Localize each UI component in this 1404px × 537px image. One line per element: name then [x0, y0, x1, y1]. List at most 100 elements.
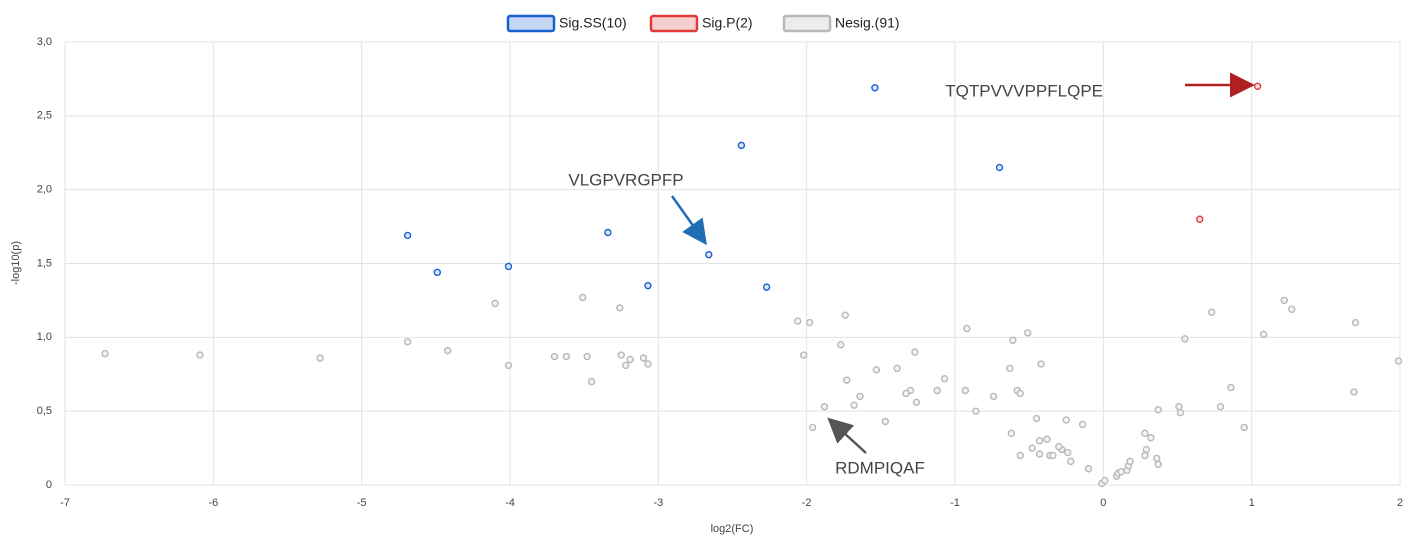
point: [1216, 403, 1225, 411]
point: [622, 361, 630, 370]
point: [444, 346, 452, 355]
point: [644, 360, 652, 368]
point: [805, 318, 814, 327]
point: [1196, 215, 1204, 223]
legend-label: Sig.P(2): [702, 15, 753, 31]
grid: [64, 41, 1401, 486]
point: [1227, 383, 1235, 392]
point: [989, 392, 998, 401]
point: [101, 349, 109, 358]
point: [550, 352, 559, 361]
point: [504, 361, 513, 370]
point: [940, 374, 949, 383]
point: [1032, 414, 1041, 423]
point: [762, 283, 771, 291]
x-tick-label: -2: [802, 497, 812, 509]
point: [617, 351, 625, 359]
point: [963, 324, 971, 333]
point: [843, 376, 851, 384]
y-axis-label: -log10(p): [10, 241, 22, 285]
point: [881, 417, 889, 426]
x-tick-label: -7: [60, 497, 70, 509]
point: [1176, 408, 1185, 417]
point: [1035, 437, 1044, 445]
point: [626, 355, 634, 364]
point: [1147, 434, 1155, 442]
point: [1084, 465, 1093, 473]
x-tick-label: 2: [1397, 497, 1403, 509]
point: [933, 386, 941, 395]
x-tick-label: 0: [1100, 497, 1106, 509]
x-axis-label: log2(FC): [711, 523, 754, 535]
point: [705, 250, 713, 259]
point: [1037, 360, 1045, 368]
point: [856, 392, 864, 401]
point: [196, 351, 204, 359]
point: [1154, 460, 1162, 469]
point: [1009, 336, 1017, 344]
annotation-arrow: [670, 195, 707, 246]
point: [1066, 457, 1075, 466]
point: [808, 423, 817, 432]
y-tick-label: 2,5: [37, 110, 52, 122]
x-tick-label: -5: [357, 497, 367, 509]
y-tick-label: 0: [46, 479, 52, 491]
point: [578, 293, 587, 302]
point: [1350, 388, 1358, 396]
point: [644, 281, 652, 290]
point: [1141, 429, 1149, 438]
point: [1028, 444, 1036, 452]
legend-label: Nesig.(91): [835, 15, 900, 31]
point: [562, 352, 571, 361]
point: [1078, 420, 1087, 429]
point: [902, 389, 910, 398]
point: [587, 377, 596, 386]
point: [1154, 405, 1162, 414]
point: [403, 231, 412, 240]
point: [961, 386, 970, 395]
point: [1394, 357, 1403, 365]
point: [1141, 451, 1149, 460]
point: [1055, 442, 1063, 451]
point: [794, 317, 802, 325]
point: [1006, 364, 1014, 373]
point: [639, 354, 648, 362]
point: [800, 351, 808, 359]
x-tick-label: -3: [653, 497, 663, 509]
point: [893, 364, 901, 373]
annotation: TQTPVVVPPFLQPE: [945, 81, 1103, 100]
point: [871, 84, 879, 92]
point: [1280, 296, 1289, 305]
point: [1049, 451, 1057, 460]
point: [491, 299, 499, 308]
legend-label: Sig.SS(10): [559, 15, 627, 31]
point: [1253, 82, 1262, 91]
point: [1043, 435, 1051, 443]
point: [850, 401, 858, 409]
point: [1101, 476, 1109, 485]
point: [616, 304, 624, 312]
point: [583, 352, 591, 361]
point: [912, 398, 921, 407]
point: [972, 407, 980, 415]
y-tick-label: 3,0: [37, 36, 52, 48]
point: [737, 141, 746, 150]
point: [872, 366, 881, 374]
point: [1288, 305, 1296, 313]
annotation: VLGPVRGPFP: [568, 170, 683, 189]
x-tick-label: -4: [505, 497, 515, 509]
point: [504, 262, 513, 271]
y-tick-label: 1,5: [37, 257, 52, 269]
point: [837, 341, 845, 349]
point: [1351, 318, 1360, 327]
point: [1142, 445, 1151, 454]
x-tick-label: 1: [1249, 497, 1255, 509]
point: [1259, 330, 1268, 339]
point: [995, 163, 1004, 172]
y-tick-label: 0,5: [37, 405, 52, 417]
x-tick-label: -1: [950, 497, 960, 509]
point: [820, 403, 829, 411]
point: [1016, 451, 1024, 460]
legend-swatch: [782, 14, 832, 33]
